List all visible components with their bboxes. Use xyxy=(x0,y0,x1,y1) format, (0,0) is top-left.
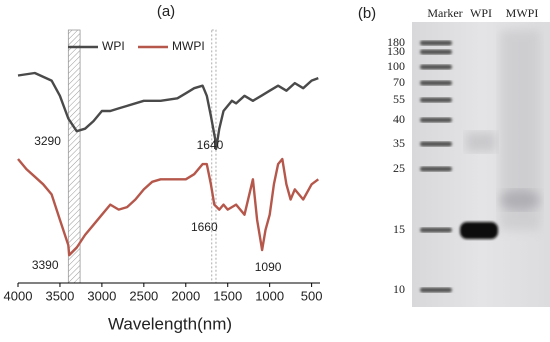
x-axis-label: Wavelength(nm) xyxy=(108,314,232,333)
ladder-band xyxy=(420,64,452,70)
ladder-label: 35 xyxy=(393,136,405,150)
ladder-label: 55 xyxy=(393,92,405,106)
ladder-label: 180 xyxy=(387,35,405,49)
ladder-band xyxy=(420,40,452,46)
ladder-label: 25 xyxy=(393,161,405,175)
x-tick-label: 2000 xyxy=(171,288,200,303)
ladder-label: 130 xyxy=(387,44,405,58)
highlight-band xyxy=(211,29,217,284)
ladder-band xyxy=(420,287,452,293)
ladder-band xyxy=(420,141,452,147)
x-tick-label: 500 xyxy=(301,288,323,303)
ladder-label: 70 xyxy=(393,75,405,89)
wpi-band xyxy=(460,222,498,239)
annotation: 3390 xyxy=(32,258,59,272)
mwpi-band xyxy=(500,190,540,210)
ladder-band xyxy=(420,227,452,233)
lane-label: Marker xyxy=(427,6,462,20)
legend-label: MWPI xyxy=(172,39,205,53)
ladder-band xyxy=(420,97,452,103)
chart-title: (b) xyxy=(358,5,376,22)
x-tick-label: 4000 xyxy=(4,288,33,303)
wpi-faint-band xyxy=(466,132,496,152)
lane-label: WPI xyxy=(470,6,492,20)
x-tick-label: 3500 xyxy=(45,288,74,303)
x-tick-label: 3000 xyxy=(87,288,116,303)
x-tick-label: 1000 xyxy=(255,288,284,303)
series-line xyxy=(17,71,319,151)
legend-label: WPI xyxy=(102,39,125,53)
x-tick-label: 1500 xyxy=(213,288,242,303)
ladder-label: 100 xyxy=(387,59,405,73)
x-tick-label: 2500 xyxy=(129,288,158,303)
ladder-band xyxy=(420,80,452,86)
ladder-label: 40 xyxy=(393,112,405,126)
lane-label: MWPI xyxy=(506,6,539,20)
annotation: 3290 xyxy=(34,134,61,148)
ladder-label: 10 xyxy=(393,282,405,296)
annotation: 1640 xyxy=(197,138,224,152)
annotation: 1660 xyxy=(191,220,218,234)
ladder-band xyxy=(420,166,452,172)
series-line xyxy=(17,157,320,257)
annotation: 1090 xyxy=(255,260,282,274)
ladder-label: 15 xyxy=(393,222,405,236)
chart-title: (a) xyxy=(157,3,175,20)
ladder-band xyxy=(420,117,452,123)
ladder-band xyxy=(420,49,452,55)
